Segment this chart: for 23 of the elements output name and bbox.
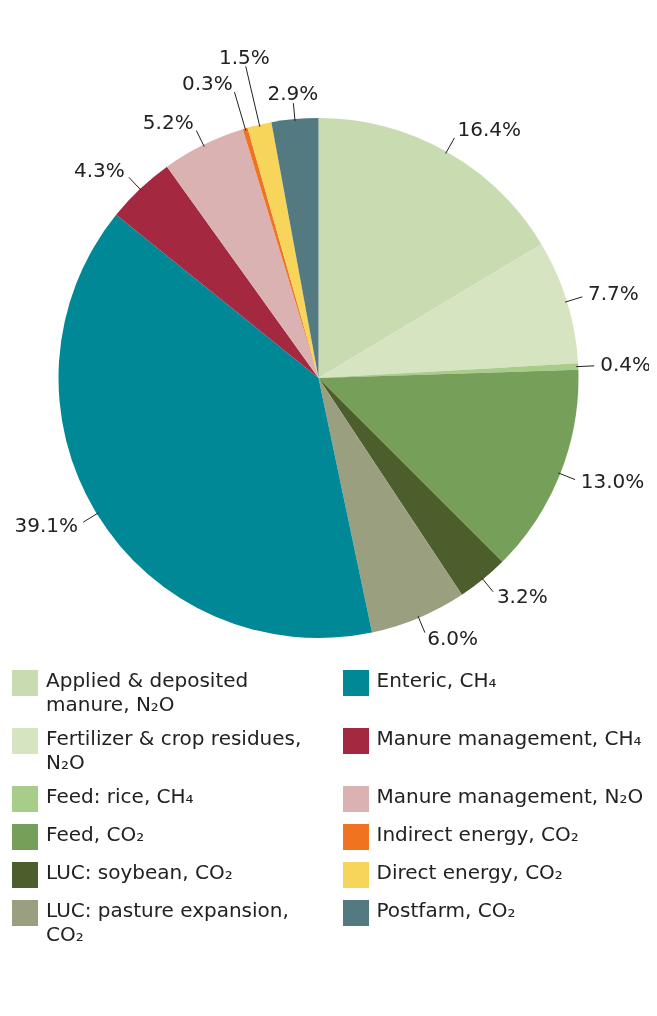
legend-label: Applied & deposited manure, N₂O	[46, 668, 250, 716]
data-label: 5.2%	[142, 109, 194, 134]
legend-label: LUC: pasture expansion, CO₂	[46, 898, 290, 946]
legend-label: Manure management, CH₄	[376, 726, 642, 750]
data-label: 16.4%	[457, 117, 521, 142]
data-label: 13.0%	[580, 468, 645, 493]
legend-label: Manure management, N₂O	[376, 784, 644, 808]
data-label: 7.7%	[588, 280, 639, 305]
legend-label: Indirect energy, CO₂	[376, 822, 579, 846]
legend-label: LUC: soybean, CO₂	[46, 860, 233, 884]
data-label: 39.1%	[14, 512, 79, 537]
legend-label: Feed: rice, CH₄	[46, 784, 194, 808]
legend-label: Feed, CO₂	[46, 822, 145, 846]
data-label: 6.0%	[427, 626, 479, 651]
legend-label: Postfarm, CO₂	[376, 898, 516, 922]
legend-label: Fertilizer & crop residues, N₂O	[46, 726, 303, 774]
legend-label: Direct energy, CO₂	[376, 860, 563, 884]
data-label: 3.2%	[496, 584, 548, 609]
data-label: 4.3%	[74, 157, 125, 182]
data-label: 2.9%	[267, 81, 319, 106]
legend-label: Enteric, CH₄	[376, 668, 497, 692]
data-label: 1.5%	[218, 44, 270, 69]
data-label: 0.3%	[181, 70, 233, 95]
